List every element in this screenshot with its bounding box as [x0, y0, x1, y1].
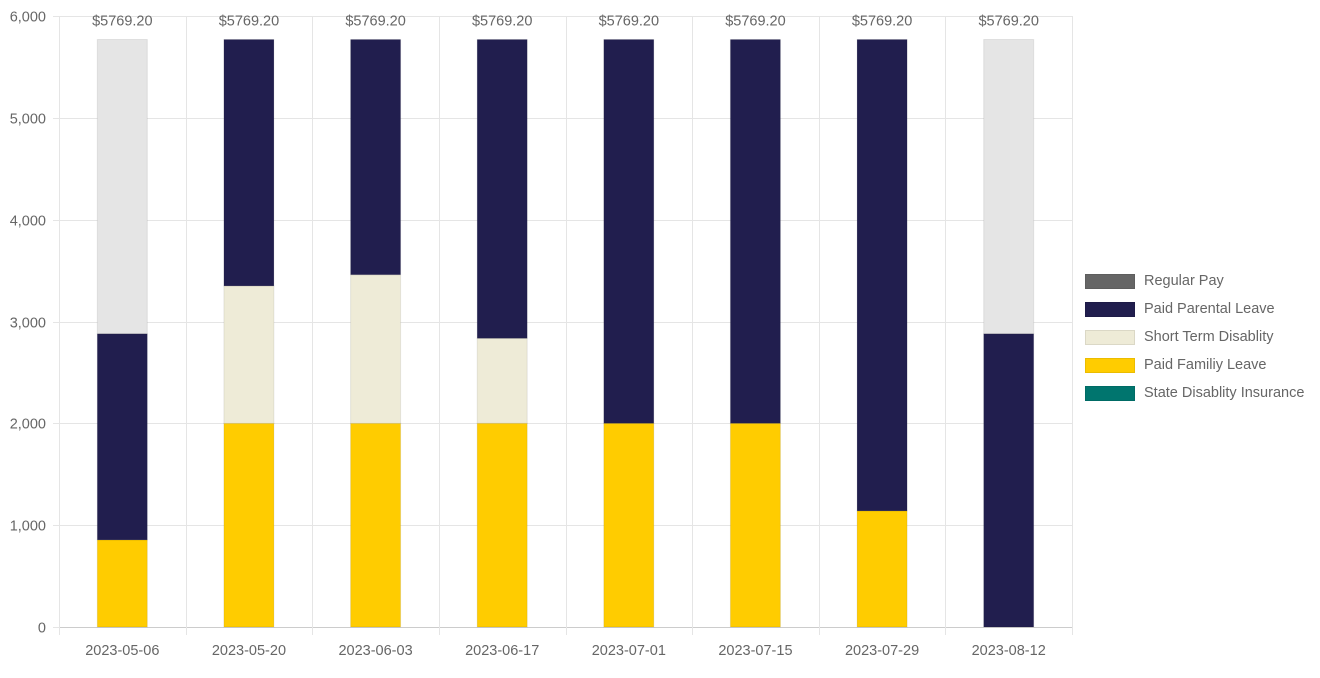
bar-total-label: $5769.20	[599, 14, 659, 30]
y-tick-label: 5,000	[10, 112, 46, 128]
labels: 0 1,000 2,000 3,000 4,000 5,000 6,000 $5769.20 2…	[10, 10, 1046, 660]
bar-segment	[856, 39, 908, 512]
x-tick-label: 2023-07-01	[592, 643, 666, 659]
legend: Regular Pay Paid Parental Leave Short Te…	[1085, 267, 1304, 407]
y-tick-label: 1,000	[10, 519, 46, 535]
bar-segment	[476, 422, 528, 628]
bar-segment	[983, 39, 1035, 335]
bar-segment	[729, 422, 781, 628]
bar-total-label: $5769.20	[852, 14, 912, 30]
bar-segment	[476, 39, 528, 339]
legend-swatch	[1085, 301, 1135, 317]
legend-label: Paid Parental Leave	[1144, 301, 1275, 317]
legend-label: Regular Pay	[1144, 273, 1224, 289]
x-tick-label: 2023-05-06	[85, 643, 159, 659]
x-tick-label: 2023-08-12	[972, 643, 1046, 659]
x-tick-label: 2023-06-03	[338, 643, 412, 659]
bar-segment	[603, 39, 655, 424]
bar-segment	[350, 422, 402, 628]
x-tick-label: 2023-07-15	[718, 643, 792, 659]
bar-segment	[223, 422, 275, 628]
bar-total-label: $5769.20	[978, 14, 1038, 30]
bar-segment	[223, 39, 275, 287]
legend-swatch	[1085, 357, 1135, 373]
bar-segment	[350, 274, 402, 424]
bar-segment	[476, 337, 528, 424]
legend-label: Short Term Disablity	[1144, 329, 1274, 345]
bar-segment	[96, 39, 148, 335]
legend-label: Paid Familiy Leave	[1144, 357, 1267, 373]
bar-total-label: $5769.20	[725, 14, 785, 30]
legend-swatch	[1085, 385, 1135, 401]
x-tick-label: 2023-07-29	[845, 643, 919, 659]
x-tick-label: 2023-05-20	[212, 643, 286, 659]
legend-label: State Disablity Insurance	[1144, 385, 1305, 401]
y-tick-label: 0	[38, 621, 46, 637]
bar-segment	[856, 510, 908, 628]
bar-segment	[96, 333, 148, 541]
grid	[53, 16, 1073, 635]
bar-total-label: $5769.20	[92, 14, 152, 30]
legend-swatch	[1085, 273, 1135, 289]
y-tick-label: 6,000	[10, 10, 46, 26]
legend-item-paid-parental-leave[interactable]: Paid Parental Leave	[1085, 295, 1304, 323]
bar-segment	[96, 539, 148, 628]
legend-swatch	[1085, 329, 1135, 345]
bar-segment	[983, 333, 1035, 628]
y-tick-label: 3,000	[10, 316, 46, 332]
bar-total-label: $5769.20	[345, 14, 405, 30]
bar-segment	[603, 422, 655, 628]
bars	[96, 39, 1035, 628]
bar-segment	[223, 285, 275, 424]
legend-item-short-term-disability[interactable]: Short Term Disablity	[1085, 323, 1304, 351]
legend-item-state-disability-insurance[interactable]: State Disablity Insurance	[1085, 379, 1304, 407]
legend-item-regular-pay[interactable]: Regular Pay	[1085, 267, 1304, 295]
x-tick-label: 2023-06-17	[465, 643, 539, 659]
bar-total-label: $5769.20	[219, 14, 279, 30]
bar-total-label: $5769.20	[472, 14, 532, 30]
y-tick-label: 2,000	[10, 417, 46, 433]
y-tick-label: 4,000	[10, 214, 46, 230]
bar-segment	[729, 39, 781, 424]
legend-item-paid-family-leave[interactable]: Paid Familiy Leave	[1085, 351, 1304, 379]
bar-segment	[350, 39, 402, 276]
